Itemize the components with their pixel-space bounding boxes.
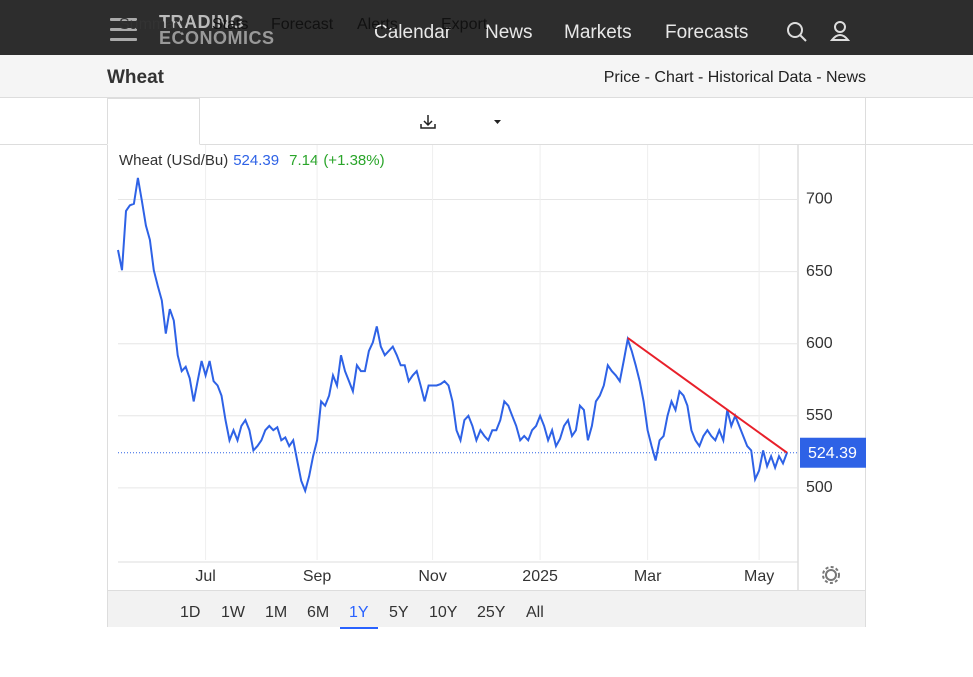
price-tag-label: 524.39 [808, 445, 857, 462]
y-tick-label: 600 [806, 335, 833, 352]
tab-bar [0, 98, 973, 145]
x-tick-label: May [744, 568, 774, 585]
range-button[interactable]: 6M [307, 604, 330, 621]
nav-link[interactable]: Calendar [374, 22, 452, 43]
nav-link[interactable]: Forecasts [665, 22, 749, 43]
header-links[interactable]: Price - Chart - Historical Data - News [603, 69, 866, 86]
x-tick-label: 2025 [522, 568, 558, 585]
range-bar: 1D 1W 1M 6M 1Y 5Y 10Y 25Y All [108, 590, 865, 629]
trend-line [627, 337, 788, 454]
change-pct: (+1.38%) [323, 152, 384, 169]
nav-link[interactable]: News [485, 22, 533, 43]
range-button[interactable]: 10Y [429, 604, 458, 621]
tab[interactable]: Stats [212, 16, 249, 33]
logo-text: ECONOMICS [159, 28, 275, 48]
range-button[interactable]: All [526, 604, 544, 621]
logo[interactable]: TRADING ECONOMICS [159, 12, 275, 48]
price: 524.39 [233, 152, 279, 169]
settings-icon[interactable] [822, 566, 840, 584]
chart-title: Wheat (USd/Bu) 524.39 7.14 (+1.38%) [119, 152, 385, 169]
menu-button[interactable] [110, 18, 137, 41]
user-icon[interactable] [829, 21, 851, 41]
chart-title: Wheat (USd/Bu) [119, 152, 228, 169]
nav-icons [787, 21, 851, 42]
tab[interactable]: Summary [119, 16, 188, 33]
range-button[interactable]: 5Y [389, 604, 409, 621]
sub-header: Wheat Price - Chart - Historical Data - … [0, 55, 973, 98]
y-tick-label: 700 [806, 191, 833, 208]
range-button[interactable]: 25Y [477, 604, 506, 621]
x-tick-label: Nov [418, 568, 446, 585]
x-tick-label: Mar [634, 568, 662, 585]
x-tick-label: Sep [303, 568, 332, 585]
price-tag [800, 437, 866, 468]
logo-text: TRADING [159, 12, 245, 32]
range-button[interactable]: 1W [221, 604, 245, 621]
y-tick-label: 500 [806, 479, 833, 496]
change: 7.14 [289, 152, 318, 169]
range-button[interactable]: 1D [180, 604, 201, 621]
nav-link[interactable]: Markets [564, 22, 632, 43]
page-title: Wheat [107, 67, 164, 88]
search-icon[interactable] [787, 22, 807, 42]
price-line [117, 177, 788, 494]
active-tab-box [107, 98, 200, 145]
y-tick-label: 550 [806, 407, 833, 424]
y-tick-label: 650 [806, 263, 833, 280]
tab[interactable]: Export [441, 16, 488, 33]
range-button[interactable]: 1M [265, 604, 288, 621]
tab[interactable]: Forecast [271, 16, 334, 33]
x-tick-label: Jul [195, 568, 215, 585]
top-bar: TRADING ECONOMICS Calendar News Markets F… [0, 0, 973, 55]
tab[interactable]: Alerts [357, 16, 398, 33]
range-button[interactable]: 1Y [340, 604, 378, 629]
